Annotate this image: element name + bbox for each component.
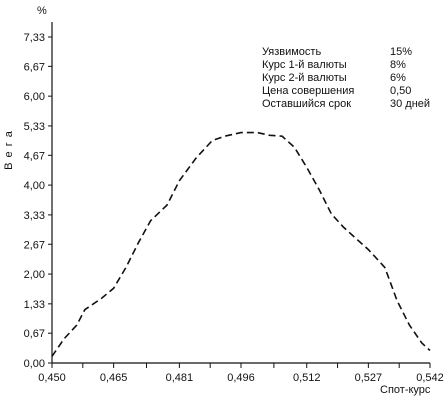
y-tick-label: 0,67 [24,328,45,340]
x-tick-label: 0,512 [293,372,321,384]
annotations: Уязвимость 15% Курс 1-й валюты 8% Курс 2-й в… [262,46,430,110]
y-tick-label: 3,33 [24,210,45,222]
x-tick-label: 0,465 [100,372,128,384]
y-tick-label: 0,00 [24,358,45,370]
x-tick-label: 0,450 [38,372,66,384]
annotation-label: Курс 1-й валюты [262,59,347,71]
annotation-label: Оставшийся срок [262,98,351,110]
y-tick-label: 7,33 [24,32,45,44]
y-tick-label: 2,67 [24,239,45,251]
y-unit-label: % [37,5,47,17]
y-axis-title: В е г а [3,130,15,170]
x-tick-label: 0,542 [416,372,444,384]
annotation-label: Курс 2-й валюты [262,72,347,84]
annotation-value: 30 дней [390,98,430,110]
y-tick-label: 4,67 [24,150,45,162]
x-axis-title: Спот-курс [380,384,431,396]
y-tick-label: 4,00 [24,180,45,192]
y-tick-label: 1,33 [24,299,45,311]
y-tick-label: 2,00 [24,269,45,281]
y-tick-label: 6,67 [24,61,45,73]
x-tick-label: 0,527 [355,372,383,384]
annotation-label: Цена совершения [262,85,354,97]
annotation-value: 8% [390,59,406,71]
annotation-value: 0,50 [390,85,411,97]
series-line [51,131,431,357]
annotation-label: Уязвимость [262,46,321,58]
annotation-value: 6% [390,72,406,84]
axes [51,22,430,364]
y-tick-label: 5,33 [24,121,45,133]
annotation-value: 15% [390,46,412,58]
x-tick-label: 0,481 [166,372,194,384]
y-tick-label: 6,00 [24,91,45,103]
x-tick-label: 0,496 [227,372,255,384]
x-ticks: 0,450 0,465 0,481 0,496 0,512 0,527 0,542 [38,363,444,384]
y-ticks: 0,00 0,67 1,33 2,00 2,67 3,33 4,00 4,67 5,33 6,00… [24,32,52,370]
